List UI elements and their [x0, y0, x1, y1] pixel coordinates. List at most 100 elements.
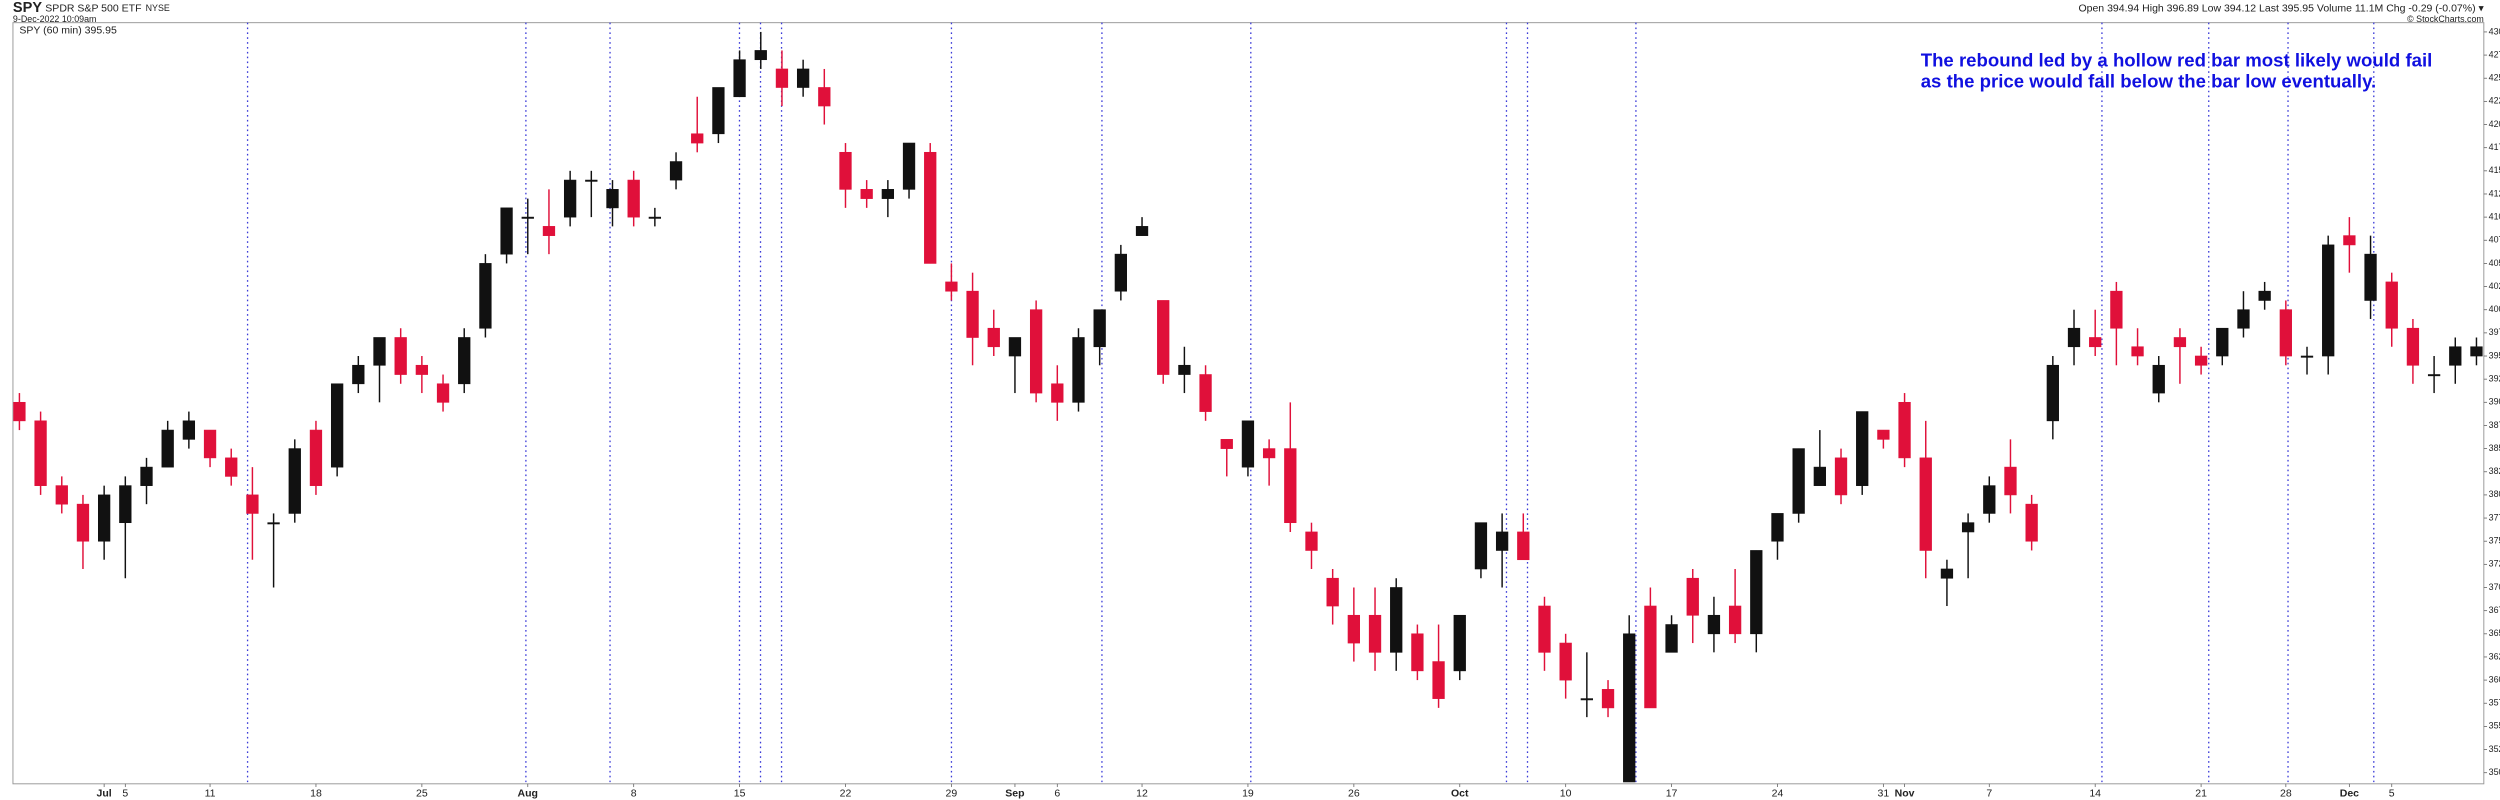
candle-body	[966, 290, 979, 338]
y-tick-label: 387.5	[2489, 420, 2500, 430]
candle-body	[1178, 364, 1191, 375]
timestamp: 9-Dec-2022 10:09am	[13, 14, 96, 24]
candle-body	[775, 68, 789, 88]
x-tick-label: 6	[1054, 787, 1060, 799]
candle-body	[330, 383, 344, 468]
x-tick-label: Oct	[1451, 787, 1469, 799]
x-tick-label: 12	[1136, 787, 1148, 799]
candle-body	[1199, 374, 1212, 412]
y-tick-label: 380.0	[2489, 489, 2500, 499]
candle-body	[521, 216, 534, 219]
x-tick-label: 22	[840, 787, 852, 799]
y-tick-label: 392.5	[2489, 374, 2500, 384]
candle-body	[945, 281, 958, 292]
x-tick-label: 15	[734, 787, 746, 799]
candle-body	[1686, 577, 1699, 616]
candle-body	[2173, 337, 2187, 348]
annotation: The rebound led by a hollow red bar most…	[1921, 49, 2433, 70]
candle-body	[2004, 466, 2017, 496]
y-tick-label: 367.5	[2489, 605, 2500, 615]
candle-body	[161, 429, 174, 468]
y-tick-label: 370.0	[2489, 582, 2500, 592]
candle-body	[691, 133, 704, 144]
x-tick-label: Aug	[518, 787, 538, 799]
y-tick-label: 415.0	[2489, 165, 2500, 175]
candle-body	[1305, 531, 1318, 551]
candle-body	[881, 189, 895, 199]
candle-body	[627, 179, 640, 218]
candle-body	[1665, 624, 1678, 653]
candle-body	[1877, 429, 1890, 440]
candle-body	[182, 420, 196, 440]
candle-body	[1813, 466, 1826, 486]
x-tick-label: 10	[1560, 787, 1572, 799]
candle-body	[542, 226, 556, 236]
candle-body	[2216, 327, 2229, 357]
y-tick-label: 390.0	[2489, 397, 2500, 407]
candle-body	[1453, 614, 1466, 672]
candle-body	[712, 87, 725, 135]
candle-body	[288, 448, 301, 514]
x-tick-label: Jul	[97, 787, 112, 799]
candle-body	[2025, 503, 2038, 542]
candle-body	[1432, 661, 1445, 699]
y-tick-label: 402.5	[2489, 281, 2500, 291]
x-tick-label: 8	[631, 787, 637, 799]
x-tick-label: 19	[1242, 787, 1254, 799]
x-tick-label: 5	[122, 787, 128, 799]
x-tick-label: 26	[1348, 787, 1360, 799]
legend: SPY (60 min) 395.95	[19, 25, 117, 37]
candle-body	[2131, 346, 2144, 357]
candle-body	[585, 179, 598, 182]
candle-body	[1580, 698, 1593, 701]
candle-body	[1601, 689, 1615, 709]
x-tick-label: 31	[1878, 787, 1890, 799]
candle-body	[1326, 577, 1339, 607]
candle-body	[34, 420, 47, 486]
y-tick-label: 385.0	[2489, 443, 2500, 453]
candle-body	[1898, 401, 1911, 459]
candle-body	[1940, 568, 1954, 579]
x-tick-label: 17	[1666, 787, 1678, 799]
y-tick-label: 422.5	[2489, 96, 2500, 106]
candle-body	[2343, 235, 2356, 246]
candle-body	[606, 189, 619, 209]
copyright: © StockCharts.com	[2407, 14, 2484, 24]
candle-body	[76, 503, 90, 542]
candle-body	[1750, 550, 1763, 635]
candle-body	[839, 151, 852, 190]
x-tick-label: Nov	[1895, 787, 1915, 799]
candle-body	[2449, 346, 2462, 366]
candle-body	[1961, 522, 1975, 533]
candle-body	[1135, 226, 1149, 236]
candle-body	[1707, 614, 1721, 635]
candle-body	[1008, 337, 1022, 357]
y-tick-label: 412.5	[2489, 188, 2500, 198]
candle-body	[203, 429, 217, 459]
candle-body	[1093, 309, 1106, 348]
candle-body	[860, 189, 873, 199]
candle-body	[2279, 309, 2292, 357]
y-tick-label: 382.5	[2489, 466, 2500, 476]
x-tick-label: 25	[416, 787, 428, 799]
candle-body	[1856, 411, 1869, 486]
candle-body	[2194, 355, 2208, 366]
candle-body	[1051, 383, 1064, 403]
candle-body	[2046, 364, 2059, 422]
y-tick-label: 410.0	[2489, 211, 2500, 221]
x-tick-label: 24	[1772, 787, 1784, 799]
candle-body	[1157, 300, 1170, 375]
candle-body	[1241, 420, 1255, 468]
y-tick-label: 397.5	[2489, 327, 2500, 337]
quote: Open 394.94 High 396.89 Low 394.12 Last …	[2078, 3, 2484, 15]
candle-body	[1072, 337, 1085, 403]
candle-body	[1983, 485, 1996, 514]
candle-body	[352, 364, 365, 385]
candle-body	[1495, 531, 1509, 551]
candle-body	[2300, 355, 2314, 358]
candle-body	[902, 142, 916, 190]
candle-body	[479, 263, 492, 329]
y-tick-label: 417.5	[2489, 142, 2500, 152]
candle-body	[225, 457, 238, 477]
